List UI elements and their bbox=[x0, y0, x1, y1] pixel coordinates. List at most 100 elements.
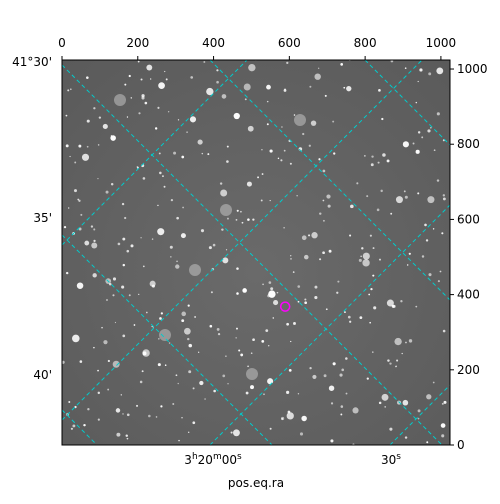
star bbox=[73, 189, 77, 193]
star bbox=[263, 393, 265, 396]
star bbox=[175, 374, 178, 377]
star bbox=[177, 119, 180, 121]
x-tick-label: 200 bbox=[126, 36, 149, 50]
star bbox=[404, 195, 408, 199]
star bbox=[200, 229, 205, 233]
star bbox=[326, 194, 331, 199]
star bbox=[325, 308, 328, 311]
star bbox=[360, 255, 362, 258]
star bbox=[436, 67, 444, 75]
star bbox=[188, 343, 193, 348]
label-part: h bbox=[192, 452, 198, 462]
star bbox=[222, 374, 226, 378]
star bbox=[366, 377, 369, 380]
star bbox=[157, 228, 165, 236]
star bbox=[269, 427, 272, 430]
star bbox=[314, 295, 318, 300]
star bbox=[286, 61, 289, 65]
star bbox=[322, 199, 325, 202]
x-tick-label: 800 bbox=[354, 36, 377, 50]
dec-tick-label: 35' bbox=[33, 211, 52, 225]
star bbox=[408, 339, 413, 343]
x-tick-label: 0 bbox=[58, 36, 66, 50]
star bbox=[169, 245, 173, 249]
star bbox=[380, 189, 383, 193]
star bbox=[442, 197, 446, 201]
star bbox=[363, 155, 366, 157]
star bbox=[266, 100, 269, 103]
star bbox=[181, 319, 185, 323]
star bbox=[340, 413, 343, 416]
star bbox=[197, 139, 203, 145]
star bbox=[68, 401, 71, 403]
star bbox=[93, 239, 96, 243]
star bbox=[97, 177, 99, 180]
star bbox=[328, 385, 335, 391]
star bbox=[297, 300, 300, 303]
star bbox=[142, 177, 146, 180]
star bbox=[265, 329, 269, 333]
star bbox=[268, 345, 270, 347]
star bbox=[186, 131, 188, 133]
star bbox=[402, 141, 409, 148]
star bbox=[198, 351, 200, 353]
star bbox=[177, 382, 179, 385]
star bbox=[433, 149, 436, 152]
y-tick-label: 1000 bbox=[457, 62, 488, 76]
star bbox=[225, 249, 228, 251]
star bbox=[126, 249, 130, 253]
star bbox=[168, 342, 171, 344]
star bbox=[116, 432, 121, 437]
star bbox=[417, 131, 421, 134]
star bbox=[162, 175, 164, 178]
star bbox=[216, 328, 220, 331]
star bbox=[78, 199, 81, 202]
star bbox=[204, 398, 206, 400]
star bbox=[138, 293, 140, 296]
star bbox=[415, 305, 418, 308]
star bbox=[142, 351, 147, 356]
star bbox=[286, 322, 290, 326]
star bbox=[90, 225, 94, 228]
star bbox=[139, 380, 143, 384]
star bbox=[283, 226, 285, 229]
star bbox=[149, 280, 156, 287]
grid-line bbox=[389, 384, 450, 445]
star bbox=[270, 287, 274, 291]
star bbox=[276, 291, 279, 294]
star bbox=[428, 273, 432, 277]
star bbox=[201, 152, 204, 155]
star bbox=[301, 235, 307, 241]
star bbox=[192, 421, 196, 425]
star bbox=[387, 359, 390, 362]
star bbox=[267, 294, 271, 298]
star bbox=[333, 152, 336, 155]
star bbox=[312, 374, 317, 379]
star bbox=[261, 173, 264, 175]
star bbox=[240, 353, 244, 357]
star bbox=[310, 120, 317, 126]
coordinate-grid bbox=[62, 60, 450, 445]
star bbox=[359, 316, 363, 320]
star bbox=[406, 264, 409, 266]
star bbox=[63, 226, 67, 229]
star bbox=[283, 89, 287, 92]
x-axis-label: pos.eq.ra bbox=[228, 476, 284, 490]
star bbox=[136, 166, 138, 168]
star bbox=[437, 280, 440, 283]
x-tick-label: 600 bbox=[278, 36, 301, 50]
star bbox=[292, 271, 295, 273]
star bbox=[158, 338, 160, 340]
star bbox=[107, 388, 110, 391]
star bbox=[236, 267, 239, 270]
star bbox=[107, 359, 110, 363]
star bbox=[301, 415, 307, 422]
star bbox=[219, 182, 223, 185]
star bbox=[122, 334, 126, 338]
star bbox=[77, 198, 80, 201]
star bbox=[133, 324, 136, 326]
star bbox=[145, 311, 148, 314]
star bbox=[199, 380, 204, 386]
label-part: s bbox=[237, 452, 242, 462]
star bbox=[216, 69, 219, 72]
